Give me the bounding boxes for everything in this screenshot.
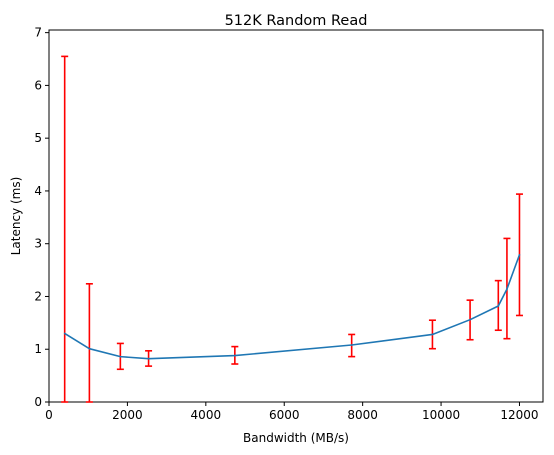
data-point <box>119 355 122 358</box>
x-tick-label: 4000 <box>191 408 222 422</box>
y-axis: 0 1 2 3 4 5 6 7 <box>34 26 49 409</box>
plot-frame <box>48 29 544 403</box>
series-lines <box>63 253 521 360</box>
y-tick-label: 3 <box>34 237 42 251</box>
x-axis: 0 2000 4000 6000 8000 10000 12000 <box>45 402 539 422</box>
y-tick-label: 0 <box>34 395 42 409</box>
series-line <box>64 254 521 360</box>
x-tick-label: 2000 <box>112 408 143 422</box>
y-axis-label: Latency (ms) <box>9 177 23 256</box>
y-tick-label: 7 <box>34 26 42 40</box>
data-point <box>431 333 434 336</box>
chart-title: 512K Random Read <box>225 13 368 29</box>
x-axis-label: Bandwidth (MB/s) <box>243 431 349 445</box>
data-point <box>147 357 150 360</box>
x-tick-label: 10000 <box>422 408 460 422</box>
data-point <box>88 347 91 350</box>
plot-area <box>48 29 544 403</box>
data-point <box>234 354 236 357</box>
data-point <box>518 253 521 256</box>
data-point <box>63 332 66 335</box>
data-point <box>350 344 353 346</box>
y-tick-label: 4 <box>34 184 42 198</box>
data-point <box>469 318 471 321</box>
x-tick-label: 0 <box>45 408 53 422</box>
data-point <box>497 305 500 307</box>
y-tick-label: 1 <box>34 342 42 356</box>
y-tick-label: 6 <box>34 78 42 92</box>
x-tick-label: 12000 <box>500 408 538 422</box>
data-point <box>506 288 508 290</box>
x-tick-label: 6000 <box>269 408 300 422</box>
y-tick-label: 2 <box>34 289 42 303</box>
y-tick-label: 5 <box>34 131 42 145</box>
x-tick-label: 8000 <box>347 408 378 422</box>
